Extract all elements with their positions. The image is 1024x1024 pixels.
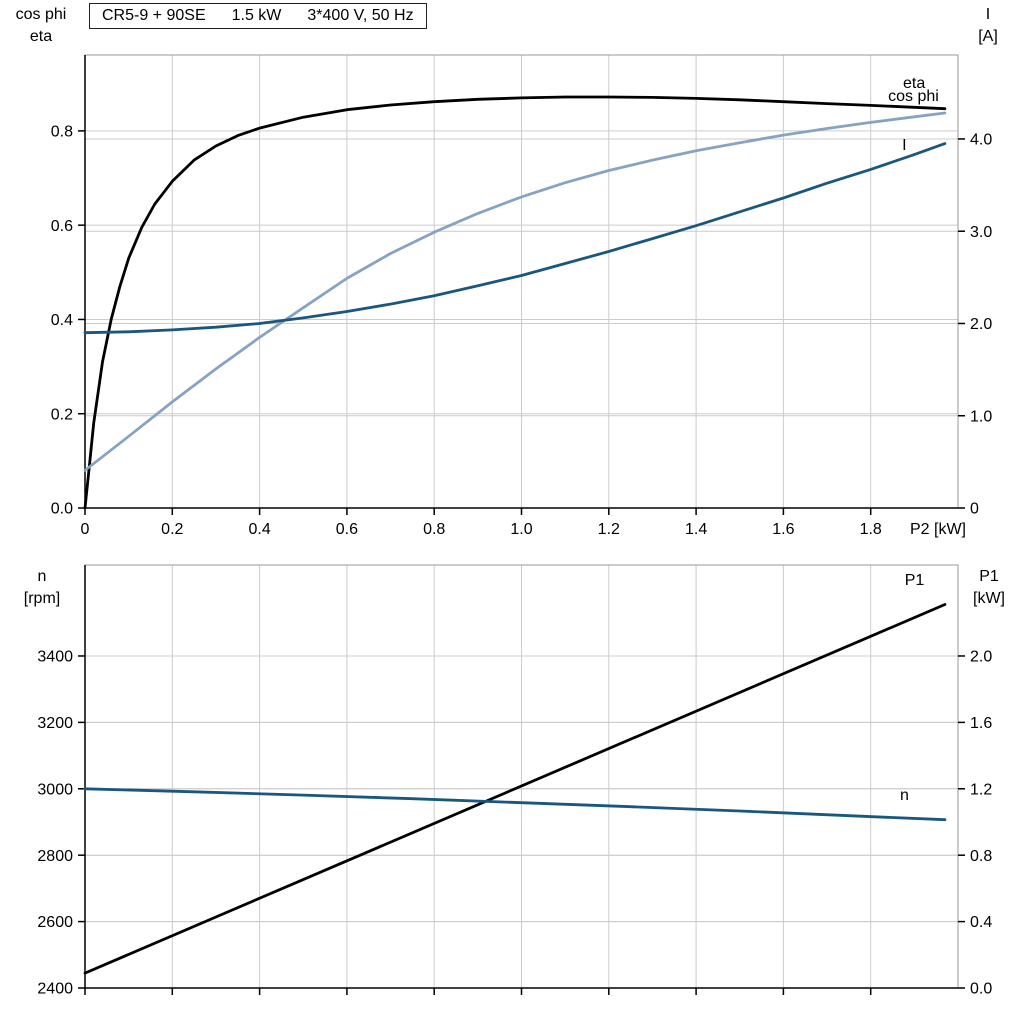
curve-p1 [83,603,947,975]
left-tick-label: 0.2 [51,406,73,423]
title-box: CR5-9 + 90SE 1.5 kW 3*400 V, 50 Hz [89,3,427,29]
left-tick-label: 0.4 [51,312,73,329]
bottom-chart-left-axis-title: n [rpm] [4,566,80,610]
left-tick-label: 2400 [37,981,73,998]
x-tick-label: 0 [81,521,90,538]
x-tick-label: 1.0 [510,521,532,538]
curve-cos-phi [83,111,947,472]
curve-speed [83,787,947,822]
curve-label-p1: P1 [905,572,925,589]
x-tick-label: 1.6 [772,521,794,538]
right-axis-title-line1: P1 [979,568,999,585]
left-axis-title-line2: eta [29,28,53,45]
right-tick-label: 2.0 [970,316,992,333]
right-tick-label: 0.8 [970,848,992,865]
x-tick-label: 0.2 [161,521,183,538]
x-tick-label: 1.8 [860,521,882,538]
chart-bottom: 2400 2600 2800 3000 3200 3400 0.0 0.4 0.8 1.2 1.6 2… [37,564,992,998]
tick-labels: 0 0.2 0.4 0.6 0.8 1.0 1.2 1.4 1.6 1.8 P2 [kW] 0.0 0.… [51,123,993,538]
curve-current [83,142,947,335]
x-tick-label: 1.2 [598,521,620,538]
curve-label-current: I [902,137,906,154]
right-tick-label: 1.2 [970,781,992,798]
left-axis-title-line2: [rpm] [23,590,61,607]
right-axis-title-line2: [kW] [973,590,1005,607]
gridlines [85,565,958,988]
right-tick-label: 3.0 [970,224,992,241]
voltage-frequency: 3*400 V, 50 Hz [307,7,414,24]
curve-label-eta: eta [903,75,925,92]
curve-eta [83,95,947,510]
right-tick-label: 0 [970,501,979,518]
left-tick-label: 2800 [37,848,73,865]
x-tick-label: 1.4 [685,521,707,538]
left-tick-label: 3200 [37,715,73,732]
tick-marks [78,130,965,515]
right-tick-label: 0.4 [970,914,992,931]
curve-label-cos-phi: cos phi [888,88,939,105]
x-tick-label: 0.6 [336,521,358,538]
curve-label-speed: n [900,787,909,804]
left-axis-title-line1: n [37,568,47,585]
power-rating: 1.5 kW [231,7,282,24]
left-tick-label: 0.6 [51,218,73,235]
right-tick-label: 1.0 [970,408,992,425]
right-tick-label: 4.0 [970,132,992,149]
left-tick-label: 2600 [37,914,73,931]
left-tick-label: 0.0 [51,501,73,518]
chart-top: 0 0.2 0.4 0.6 0.8 1.0 1.2 1.4 1.6 1.8 P2 [kW] 0.0 0.… [51,54,993,538]
gridlines [85,55,958,508]
top-chart-right-axis-title: I [A] [957,4,1019,48]
x-tick-label: 0.4 [248,521,270,538]
bottom-chart-right-axis-title: P1 [kW] [956,566,1022,610]
right-axis-title-line2: [A] [978,28,998,45]
left-tick-label: 3000 [37,781,73,798]
right-tick-label: 0.0 [970,981,992,998]
right-tick-label: 2.0 [970,649,992,666]
tick-labels: 2400 2600 2800 3000 3200 3400 0.0 0.4 0.8 1.2 1.6 2… [37,649,992,998]
left-axis-title-line1: cos phi [15,6,67,23]
right-axis-title-line1: I [985,6,991,23]
left-tick-label: 0.8 [51,123,73,140]
tick-marks [78,655,965,995]
pump-model: CR5-9 + 90SE [102,7,206,24]
x-tick-label: 0.8 [423,521,445,538]
x-axis-end-label: P2 [kW] [910,521,966,538]
left-tick-label: 3400 [37,649,73,666]
top-chart-left-axis-title: cos phi eta [2,4,80,48]
right-tick-label: 1.6 [970,715,992,732]
